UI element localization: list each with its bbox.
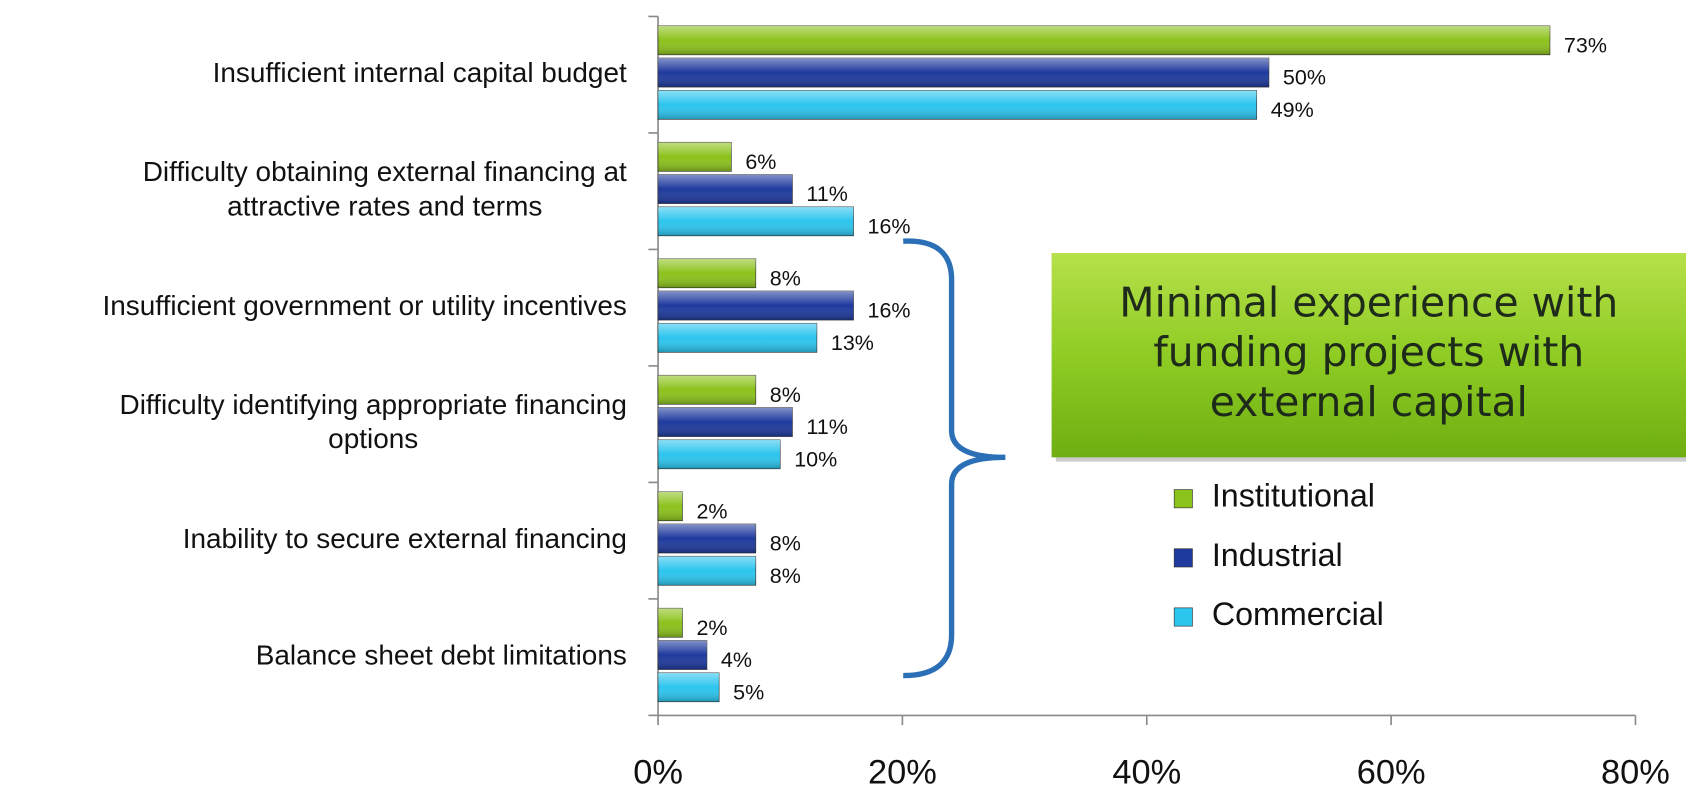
value-label: 8% [770,532,801,556]
bar-shine [658,407,793,437]
value-label: 49% [1271,98,1314,122]
bar-shine [658,206,854,236]
legend-label: Institutional [1212,478,1375,514]
bar-shine [658,90,1257,120]
legend-swatch [1173,548,1193,568]
bar-shine [658,556,756,586]
annotation-box [1051,253,1686,458]
bar-shine [658,291,854,321]
value-label: 73% [1564,33,1607,57]
value-label: 8% [770,564,801,588]
legend-swatch [1173,607,1193,627]
legend-label: Industrial [1212,537,1343,573]
category-label: Balance sheet debt limitations [256,640,627,671]
bar-shine [658,25,1550,55]
bar-shine [658,258,756,288]
brace [903,238,1006,679]
x-tick-label: 60% [1357,754,1426,791]
bar-shine [658,672,720,702]
bar-shine [658,439,781,469]
bar-shine [658,142,732,172]
value-label: 16% [868,214,911,238]
category-label: Insufficient government or utility incen… [103,290,627,321]
value-label: 5% [733,680,764,704]
value-label: 8% [770,266,801,290]
value-label: 8% [770,383,801,407]
value-label: 6% [745,150,776,174]
bar-shine [658,58,1269,88]
x-tick-label: 40% [1112,754,1181,791]
legend-swatch [1173,489,1193,509]
value-label: 10% [794,447,837,471]
x-tick-label: 80% [1601,754,1670,791]
category-label: Inability to secure external financing [183,523,627,554]
value-label: 11% [806,182,847,206]
value-label: 13% [831,331,874,355]
value-label: 11% [806,415,847,439]
value-label: 2% [696,499,727,523]
bar-shine [658,323,817,353]
annotation: Minimal experience with funding projects … [1119,278,1618,426]
category-label: Difficulty identifying appropriate finan… [120,390,627,455]
category-label: Difficulty obtaining external financing … [143,157,627,222]
value-label: 2% [696,616,727,640]
x-tick-label: 20% [868,754,937,791]
bar-shine [658,640,707,670]
bar-shine [658,523,756,554]
bar-shine [658,174,793,204]
value-label: 4% [721,648,752,672]
bar-shine [658,375,756,405]
value-label: 16% [868,299,911,323]
bar-shine [658,608,683,638]
bar-shine [658,491,683,521]
category-label: Insufficient internal capital budget [213,57,627,88]
value-label: 50% [1283,66,1326,90]
x-tick-label: 0% [633,754,683,791]
legend-label: Commercial [1212,596,1384,632]
